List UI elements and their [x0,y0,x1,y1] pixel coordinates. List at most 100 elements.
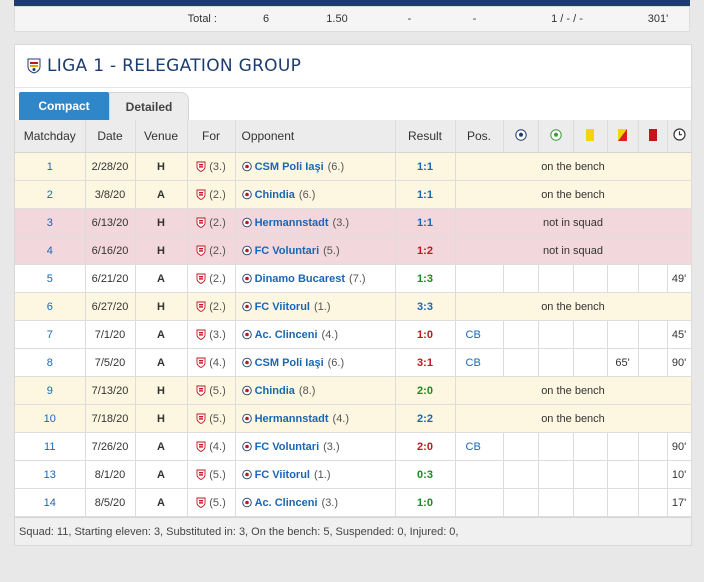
result-link[interactable]: 1:1 [417,216,433,229]
result-link[interactable]: 1:3 [417,272,433,285]
result-cell[interactable]: 1:1 [395,180,456,209]
opponent-name[interactable]: Hermannstadt [254,412,329,425]
result-cell[interactable]: 2:0 [395,432,456,461]
opponent-cell[interactable]: Hermannstadt (4.) [235,404,396,433]
tab-compact[interactable]: Compact [19,92,109,120]
for-cell[interactable]: (5.) [187,404,236,433]
for-cell[interactable]: (3.) [187,152,236,181]
result-link[interactable]: 3:3 [417,300,433,313]
header-yellow-card[interactable] [573,120,608,153]
matchday-cell[interactable]: 3 [15,208,86,237]
opponent-name[interactable]: FC Voluntari [254,440,320,453]
matchday-cell[interactable]: 9 [15,376,86,405]
opponent-cell[interactable]: FC Viitorul (1.) [235,292,396,321]
header-goals[interactable] [503,120,539,153]
tab-detailed[interactable]: Detailed [109,92,189,120]
opponent-name[interactable]: Hermannstadt [254,216,329,229]
header-for[interactable]: For [187,120,236,153]
opponent-cell[interactable]: Hermannstadt (3.) [235,208,396,237]
for-cell[interactable]: (2.) [187,264,236,293]
result-cell[interactable]: 2:2 [395,404,456,433]
matchday-cell[interactable]: 8 [15,348,86,377]
opponent-cell[interactable]: Ac. Clinceni (3.) [235,488,396,517]
opponent-cell[interactable]: CSM Poli Iaşi (6.) [235,152,396,181]
result-cell[interactable]: 1:1 [395,208,456,237]
matchday-cell[interactable]: 6 [15,292,86,321]
result-cell[interactable]: 1:3 [395,264,456,293]
opponent-name[interactable]: Ac. Clinceni [254,328,318,341]
matchday-cell[interactable]: 2 [15,180,86,209]
opponent-name[interactable]: Chindia [254,384,295,397]
yellow-card-icon [586,128,594,141]
opponent-name[interactable]: FC Viitorul [254,300,310,313]
header-second-yellow[interactable] [607,120,639,153]
for-cell[interactable]: (3.) [187,320,236,349]
for-cell[interactable]: (5.) [187,488,236,517]
for-cell[interactable]: (2.) [187,236,236,265]
opponent-cell[interactable]: FC Voluntari (3.) [235,432,396,461]
opponent-crest-icon [241,385,252,396]
opponent-name[interactable]: FC Voluntari [254,244,320,257]
opponent-name[interactable]: CSM Poli Iaşi [254,356,324,369]
header-red-card[interactable] [638,120,668,153]
matchday-cell[interactable]: 10 [15,404,86,433]
result-cell[interactable]: 3:3 [395,292,456,321]
result-link[interactable]: 2:2 [417,412,433,425]
header-venue[interactable]: Venue [135,120,188,153]
result-cell[interactable]: 0:3 [395,460,456,489]
for-rank: (2.) [209,244,226,257]
for-cell[interactable]: (2.) [187,292,236,321]
result-link[interactable]: 1:1 [417,188,433,201]
matchday-cell[interactable]: 1 [15,152,86,181]
result-cell[interactable]: 2:0 [395,376,456,405]
result-cell[interactable]: 3:1 [395,348,456,377]
status-note: on the bench [455,180,692,209]
for-cell[interactable]: (2.) [187,208,236,237]
result-link[interactable]: 0:3 [417,468,433,481]
result-link[interactable]: 2:0 [417,384,433,397]
for-cell[interactable]: (2.) [187,180,236,209]
opponent-cell[interactable]: Chindia (8.) [235,376,396,405]
matchday-cell[interactable]: 4 [15,236,86,265]
for-cell[interactable]: (4.) [187,432,236,461]
for-cell[interactable]: (5.) [187,376,236,405]
result-link[interactable]: 1:2 [417,244,433,257]
result-link[interactable]: 2:0 [417,440,433,453]
result-link[interactable]: 1:0 [417,496,433,509]
header-position[interactable]: Pos. [455,120,504,153]
result-cell[interactable]: 1:0 [395,488,456,517]
matchday-cell[interactable]: 11 [15,432,86,461]
matchday-cell[interactable]: 14 [15,488,86,517]
header-matchday[interactable]: Matchday [15,120,86,153]
opponent-cell[interactable]: FC Voluntari (5.) [235,236,396,265]
result-cell[interactable]: 1:1 [395,152,456,181]
opponent-name[interactable]: Chindia [254,188,295,201]
result-link[interactable]: 1:0 [417,328,433,341]
header-date[interactable]: Date [85,120,136,153]
opponent-cell[interactable]: Dinamo Bucarest (7.) [235,264,396,293]
table-row: 10 7/18/20 H (5.) Hermannstadt (4.) 2:2 on the… [15,404,692,433]
matchday-cell[interactable]: 5 [15,264,86,293]
opponent-cell[interactable]: Ac. Clinceni (4.) [235,320,396,349]
opponent-name[interactable]: FC Viitorul [254,468,310,481]
minutes-cell: 90' [667,348,692,377]
header-minutes[interactable] [667,120,692,153]
opponent-cell[interactable]: Chindia (6.) [235,180,396,209]
result-link[interactable]: 3:1 [417,356,433,369]
result-link[interactable]: 1:1 [417,160,433,173]
matchday-cell[interactable]: 13 [15,460,86,489]
header-assists[interactable] [538,120,574,153]
for-cell[interactable]: (4.) [187,348,236,377]
opponent-cell[interactable]: FC Viitorul (1.) [235,460,396,489]
opponent-name[interactable]: CSM Poli Iaşi [254,160,324,173]
opponent-rank: (1.) [313,468,331,481]
for-cell[interactable]: (5.) [187,460,236,489]
header-result[interactable]: Result [395,120,456,153]
result-cell[interactable]: 1:2 [395,236,456,265]
header-opponent[interactable]: Opponent [235,120,396,153]
opponent-name[interactable]: Dinamo Bucarest [254,272,346,285]
opponent-cell[interactable]: CSM Poli Iaşi (6.) [235,348,396,377]
result-cell[interactable]: 1:0 [395,320,456,349]
matchday-cell[interactable]: 7 [15,320,86,349]
opponent-name[interactable]: Ac. Clinceni [254,496,318,509]
